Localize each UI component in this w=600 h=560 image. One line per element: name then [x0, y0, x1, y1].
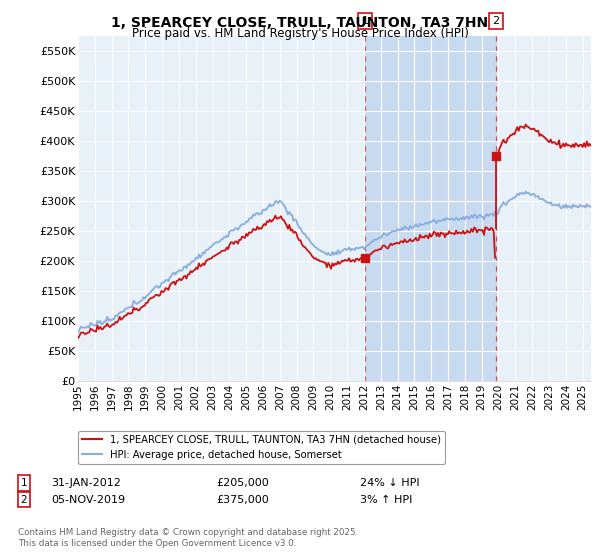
Text: 1: 1 [362, 16, 369, 26]
Text: 05-NOV-2019: 05-NOV-2019 [51, 494, 125, 505]
Text: 24% ↓ HPI: 24% ↓ HPI [360, 478, 419, 488]
Text: Price paid vs. HM Land Registry's House Price Index (HPI): Price paid vs. HM Land Registry's House … [131, 27, 469, 40]
Text: £375,000: £375,000 [216, 494, 269, 505]
Legend: 1, SPEARCEY CLOSE, TRULL, TAUNTON, TA3 7HN (detached house), HPI: Average price,: 1, SPEARCEY CLOSE, TRULL, TAUNTON, TA3 7… [78, 431, 445, 464]
Text: 2: 2 [20, 494, 28, 505]
Text: 1: 1 [20, 478, 28, 488]
Text: 1, SPEARCEY CLOSE, TRULL, TAUNTON, TA3 7HN: 1, SPEARCEY CLOSE, TRULL, TAUNTON, TA3 7… [112, 16, 488, 30]
Text: Contains HM Land Registry data © Crown copyright and database right 2025.
This d: Contains HM Land Registry data © Crown c… [18, 528, 358, 548]
Text: 2: 2 [492, 16, 499, 26]
Bar [365, 36, 496, 381]
Text: 3% ↑ HPI: 3% ↑ HPI [360, 494, 412, 505]
Text: 31-JAN-2012: 31-JAN-2012 [51, 478, 121, 488]
Text: £205,000: £205,000 [216, 478, 269, 488]
